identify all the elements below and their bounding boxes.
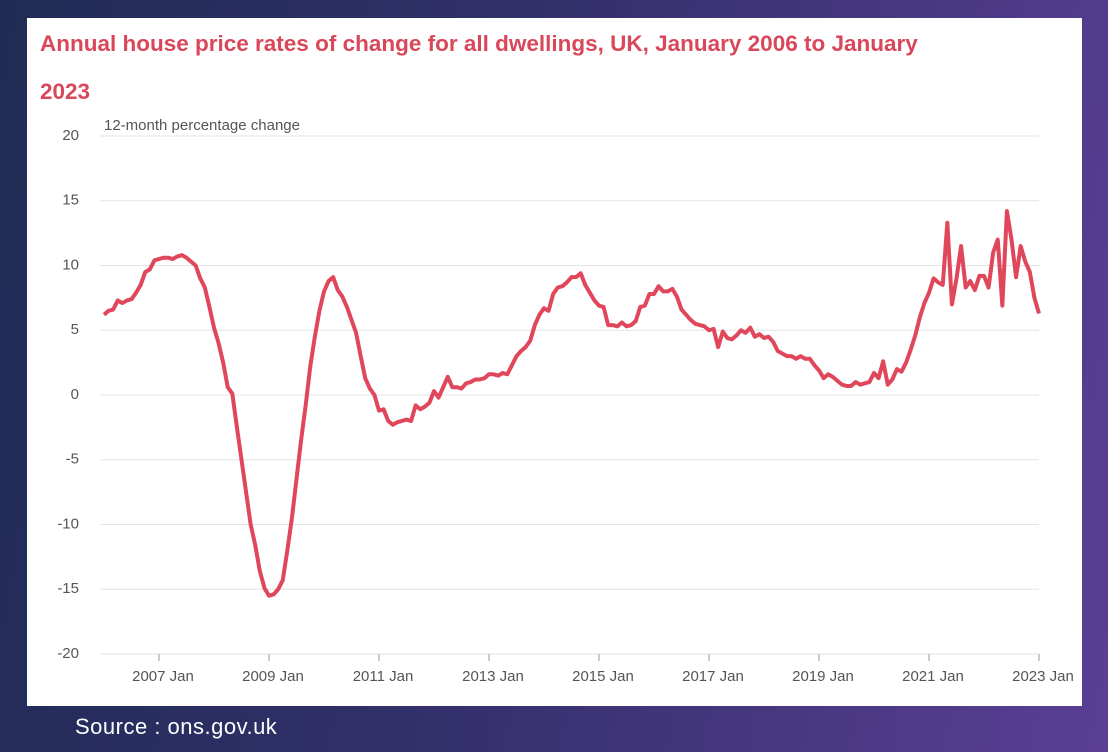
x-tick-label: 2019 Jan: [792, 668, 854, 685]
y-tick-label: 5: [71, 321, 79, 338]
source: Source : ons.gov.uk: [75, 714, 278, 739]
chart-title: Annual house price rates of change for a…: [40, 31, 918, 104]
y-axis-label: 12-month percentage change: [104, 117, 300, 134]
y-tick-label: -10: [57, 515, 79, 532]
y-tick-label: 0: [71, 386, 79, 403]
x-tick-label: 2013 Jan: [462, 668, 524, 685]
x-tick-label: 2011 Jan: [353, 668, 414, 685]
x-tick-label: 2015 Jan: [572, 668, 634, 685]
x-tick-label: 2017 Jan: [682, 668, 744, 685]
y-tick-label: -5: [66, 451, 79, 468]
x-tick-label: 2009 Jan: [242, 668, 304, 685]
y-tick-label: 10: [62, 256, 79, 273]
data-line: [102, 209, 1041, 598]
label-backdrop: [100, 116, 360, 135]
y-tick-label: 15: [62, 192, 79, 209]
x-tick-label: 2023 Jan: [1012, 668, 1074, 685]
y-tick-label: -15: [57, 580, 79, 597]
y-tick-label: 20: [62, 127, 79, 144]
y-tick-label: -20: [57, 645, 79, 662]
x-tick-label: 2021 Jan: [902, 668, 964, 685]
x-tick-label: 2007 Jan: [132, 668, 194, 685]
